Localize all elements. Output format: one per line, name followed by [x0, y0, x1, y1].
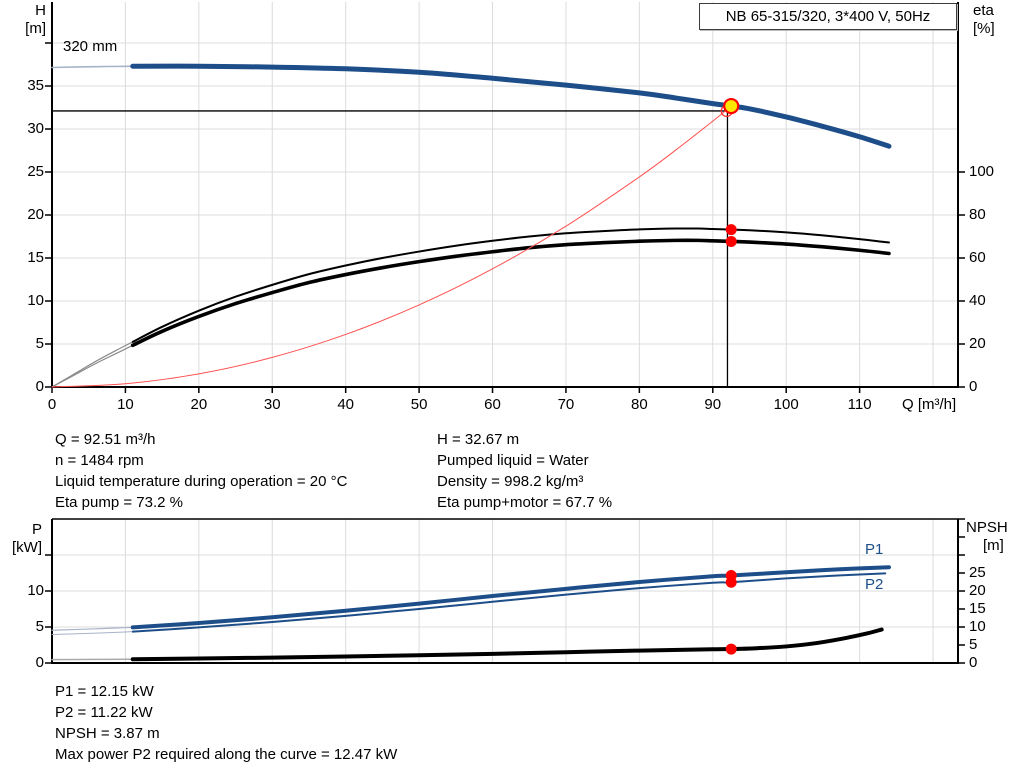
info-n: n = 1484 rpm	[55, 452, 144, 469]
eta-pump-motor-point	[725, 235, 737, 247]
p-tick-label: 0	[35, 654, 44, 671]
p-tick-label: 10	[27, 582, 44, 599]
q-tick-label: 10	[117, 396, 134, 413]
duty-info-left: Q = 92.51 m³/h n = 1484 rpm Liquid tempe…	[55, 429, 347, 513]
eta-tick-label: 100	[969, 163, 995, 180]
h-tick-label: 10	[27, 292, 44, 309]
h-tick-label: 5	[35, 335, 44, 352]
eta-tick-label: 80	[969, 206, 986, 223]
p2-duty-point	[725, 576, 737, 588]
p1-lead	[51, 626, 134, 631]
duty-info-right: H = 32.67 m Pumped liquid = Water Densit…	[437, 429, 612, 513]
npsh-curve	[130, 627, 884, 662]
q-tick-label: 100	[773, 396, 799, 413]
pump-curve-lead	[51, 65, 134, 69]
eta-pump-motor-curve	[130, 238, 891, 348]
p-axis-unit: [kW]	[12, 539, 42, 556]
p-tick-label: 5	[35, 618, 44, 635]
info-eta-pump: Eta pump = 73.2 %	[55, 494, 183, 511]
h-tick-label: 35	[27, 77, 44, 94]
q-tick-label: 80	[631, 396, 648, 413]
npsh-tick-label: 0	[969, 654, 978, 671]
info-liquid: Pumped liquid = Water	[437, 452, 589, 469]
info-q: Q = 92.51 m³/h	[55, 431, 156, 448]
eta-pump-lead	[51, 341, 134, 388]
h-tick-label: 25	[27, 163, 44, 180]
npsh-duty-point	[725, 643, 737, 655]
duty-point[interactable]	[723, 97, 740, 115]
eta-tick-label: 20	[969, 335, 986, 352]
info-max-power: Max power P2 required along the curve = …	[55, 746, 398, 763]
q-tick-label: 20	[190, 396, 208, 413]
h-tick-label: 15	[27, 249, 44, 266]
info-eta-pump-motor: Eta pump+motor = 67.7 %	[437, 494, 613, 511]
pump-title-text: NB 65-315/320, 3*400 V, 50Hz	[725, 8, 931, 25]
pump-title-box: NB 65-315/320, 3*400 V, 50Hz	[699, 3, 957, 30]
p1-curve-label: P1	[865, 541, 884, 558]
info-density: Density = 998.2 kg/m³	[437, 473, 584, 490]
info-p2: P2 = 11.22 kW	[55, 704, 153, 721]
info-h: H = 32.67 m	[437, 431, 520, 448]
info-p1: P1 = 12.15 kW	[55, 683, 154, 700]
eta-tick-label: 40	[969, 292, 986, 309]
p-axis-label: P	[31, 521, 42, 538]
q-tick-label: 110	[847, 396, 872, 413]
pump-curve-320mm	[130, 63, 892, 149]
npsh-axis-label: NPSH	[966, 519, 1008, 536]
info-temp: Liquid temperature during operation = 20…	[55, 473, 348, 490]
npsh-axis-unit: [m]	[983, 537, 1004, 554]
npsh-tick-label: 25	[969, 564, 986, 581]
h-tick-label: 20	[27, 206, 44, 223]
q-tick-label: 60	[484, 396, 501, 413]
p1-curve	[130, 565, 891, 630]
eta-axis-unit: [%]	[973, 20, 995, 37]
eta-tick-label: 60	[969, 249, 986, 266]
h-tick-label: 0	[35, 378, 44, 395]
eta-pump-curve	[131, 227, 890, 343]
p2-curve-label: P2	[865, 576, 884, 593]
eta-tick-label: 0	[969, 378, 978, 395]
h-axis-unit: [m]	[25, 20, 46, 37]
power-info-block: P1 = 12.15 kW P2 = 11.22 kW NPSH = 3.87 …	[55, 681, 397, 765]
h-axis-label: H	[35, 2, 46, 19]
q-tick-label: 30	[263, 396, 281, 413]
npsh-tick-label: 10	[969, 618, 986, 635]
p2-lead	[51, 631, 134, 636]
q-tick-label: 50	[410, 396, 428, 413]
eta-axis-label: eta	[973, 2, 994, 19]
h-tick-label: 30	[27, 120, 44, 137]
eta-pump-motor-lead	[51, 344, 134, 388]
npsh-tick-label: 15	[969, 600, 986, 617]
q-tick-label: 90	[704, 396, 722, 413]
eta-pump-point	[725, 224, 737, 236]
impeller-size-label: 320 mm	[63, 38, 118, 55]
info-npsh: NPSH = 3.87 m	[55, 725, 160, 742]
q-axis-label: Q [m³/h]	[902, 396, 957, 413]
npsh-tick-label: 5	[969, 636, 978, 653]
system-curve	[51, 105, 732, 388]
q-tick-label: 70	[557, 396, 575, 413]
q-tick-label: 0	[47, 396, 57, 413]
p2-curve	[131, 572, 887, 633]
q-tick-label: 40	[337, 396, 355, 413]
npsh-tick-label: 20	[969, 582, 986, 599]
